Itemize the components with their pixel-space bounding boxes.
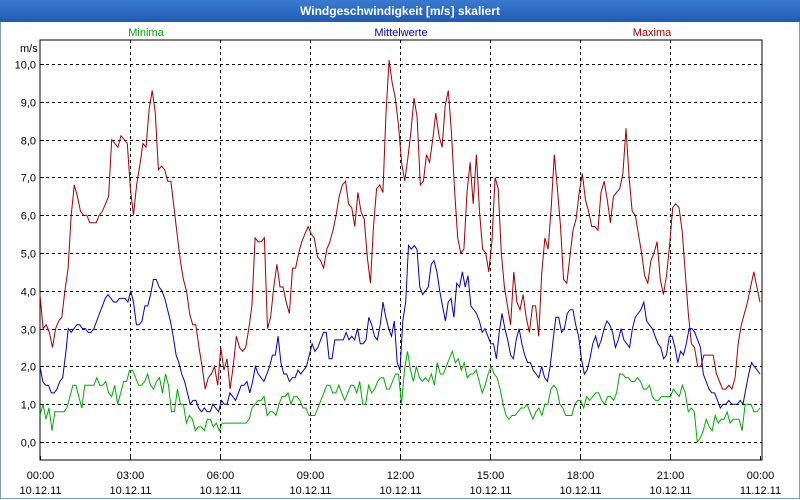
y-tick-label: 3,0: [21, 325, 36, 337]
window-title: Windgeschwindigkeit [m/s] skaliert: [0, 0, 800, 22]
series-line-minima: [39, 349, 761, 444]
y-tick-label: 0,0: [21, 438, 36, 450]
y-tick-label: 5,0: [21, 249, 36, 261]
x-tick-time: 18:00: [567, 470, 595, 482]
x-tick-time: 06:00: [207, 470, 235, 482]
series-line-maxima: [39, 60, 761, 391]
legend-mittelwerte: Mittelwerte: [374, 27, 427, 39]
x-tick-date: 10.12.11: [19, 485, 61, 497]
x-tick-time: 21:00: [657, 470, 685, 482]
x-tick-time: 09:00: [297, 470, 325, 482]
y-tick-label: 4,0: [21, 287, 36, 299]
x-tick-date: 10.12.11: [649, 485, 691, 497]
x-tick-date: 10.12.11: [199, 485, 241, 497]
y-tick-label: 1,0: [21, 400, 36, 412]
legend-maxima: Maxima: [633, 27, 672, 39]
y-tick-label: 6,0: [21, 211, 36, 223]
y-tick-label: 9,0: [21, 98, 36, 110]
y-tick-label: 2,0: [21, 362, 36, 374]
x-tick-time: 12:00: [387, 470, 415, 482]
y-axis-label: m/s: [20, 43, 38, 55]
x-tick-date: 10.12.11: [469, 485, 511, 497]
x-tick-date: 10.12.11: [109, 485, 151, 497]
x-tick-time: 00:00: [747, 470, 775, 482]
x-tick-time: 03:00: [117, 470, 145, 482]
y-tick-label: 7,0: [21, 173, 36, 185]
y-tick-label: 8,0: [21, 136, 36, 148]
x-tick-date: 10.12.11: [379, 485, 421, 497]
x-tick-time: 15:00: [477, 470, 505, 482]
x-tick-date: 11.12.11: [740, 485, 781, 497]
x-tick-date: 10.12.11: [559, 485, 601, 497]
series-line-mittelwerte: [39, 243, 761, 413]
legend-minima: Minima: [128, 27, 164, 39]
x-tick-date: 10.12.11: [289, 485, 331, 497]
x-tick-time: 00:00: [27, 470, 55, 482]
y-tick-label: 10,0: [15, 60, 36, 72]
